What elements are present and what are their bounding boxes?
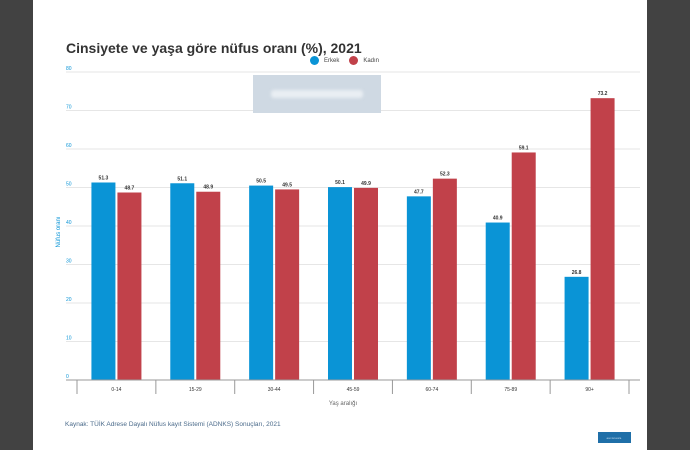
bar-kadin-15-29[interactable] (196, 191, 221, 380)
bar-erkek-15-29[interactable] (170, 183, 195, 380)
chart-title: Cinsiyete ve yaşa göre nüfus oranı (%), … (66, 40, 362, 56)
bar-kadin-90+[interactable] (590, 98, 615, 381)
data-label: 73.2 (598, 91, 608, 97)
watermark-text (271, 90, 363, 98)
x-axis: 0-14 15-29 30-44 45-59 60-74 75-89 90+ (66, 379, 640, 394)
y-tick-label: 30 (66, 259, 72, 265)
x-tick-label: 45-59 (347, 387, 360, 393)
x-tick-label: 60-74 (425, 387, 438, 393)
bar-erkek-45-59[interactable] (328, 187, 352, 380)
y-tick-label: 60 (66, 143, 72, 149)
data-label: 59.1 (519, 145, 529, 151)
x-axis-label: Yaş aralığı (329, 401, 358, 407)
bar-kadin-60-74[interactable] (432, 178, 457, 380)
data-label: 51.3 (99, 175, 109, 181)
data-label: 49.9 (361, 181, 371, 187)
data-label: 26.8 (572, 270, 582, 276)
y-tick-label: 10 (66, 336, 72, 342)
y-tick-label: 20 (66, 297, 72, 303)
x-tick-label: 75-89 (504, 387, 517, 393)
legend-label-erkek: Erkek (324, 57, 340, 64)
bar-erkek-30-44[interactable] (249, 185, 274, 380)
data-label: 40.9 (493, 216, 503, 222)
data-label: 49.5 (282, 182, 292, 188)
bar-kadin-45-59[interactable] (354, 187, 378, 380)
y-axis-ticks: 0 10 20 30 40 50 60 70 80 (66, 66, 72, 380)
legend-item-erkek[interactable]: Erkek (310, 56, 339, 65)
y-tick-label: 40 (66, 220, 72, 226)
data-label: 51.1 (177, 176, 187, 182)
legend-swatch-kadin (349, 56, 359, 65)
x-tick-label: 15-29 (189, 387, 202, 393)
y-axis-label: Nüfus oranı (56, 216, 62, 247)
watermark-logo (253, 75, 381, 113)
data-label: 50.5 (256, 179, 266, 185)
bar-kadin-0-14[interactable] (117, 192, 142, 380)
bar-kadin-30-44[interactable] (275, 189, 300, 380)
y-tick-label: 80 (66, 66, 72, 72)
data-label: 47.7 (414, 189, 424, 195)
data-label: 48.7 (125, 186, 135, 192)
data-label: 50.1 (335, 180, 345, 186)
data-labels: 51.3 48.7 51.1 48.9 50.5 49.5 50.1 49.9 47.7 52.3… (99, 91, 608, 276)
brand-logo-text: euronews. (606, 435, 623, 440)
data-label: 48.9 (203, 185, 213, 191)
legend: Erkek Kadın (310, 56, 383, 65)
brand-logo[interactable]: euronews. (598, 432, 631, 443)
bar-erkek-60-74[interactable] (406, 196, 431, 380)
bar-kadin-75-89[interactable] (511, 152, 536, 380)
bars (91, 98, 615, 381)
legend-item-kadin[interactable]: Kadın (349, 56, 379, 65)
y-tick-label: 0 (66, 374, 69, 380)
x-tick-label: 90+ (585, 387, 594, 393)
data-label: 52.3 (440, 172, 450, 178)
x-tick-label: 0-14 (111, 387, 121, 393)
source-note: Kaynak: TÜİK Adrese Dayalı Nüfus kayıt S… (65, 421, 281, 428)
bar-erkek-0-14[interactable] (91, 182, 116, 380)
y-tick-label: 70 (66, 105, 72, 111)
x-tick-label: 30-44 (268, 387, 281, 393)
legend-swatch-erkek (310, 56, 319, 65)
y-tick-label: 50 (66, 182, 72, 188)
legend-label-kadin: Kadın (363, 57, 380, 64)
bar-erkek-75-89[interactable] (485, 222, 510, 380)
bar-erkek-90+[interactable] (564, 276, 589, 380)
